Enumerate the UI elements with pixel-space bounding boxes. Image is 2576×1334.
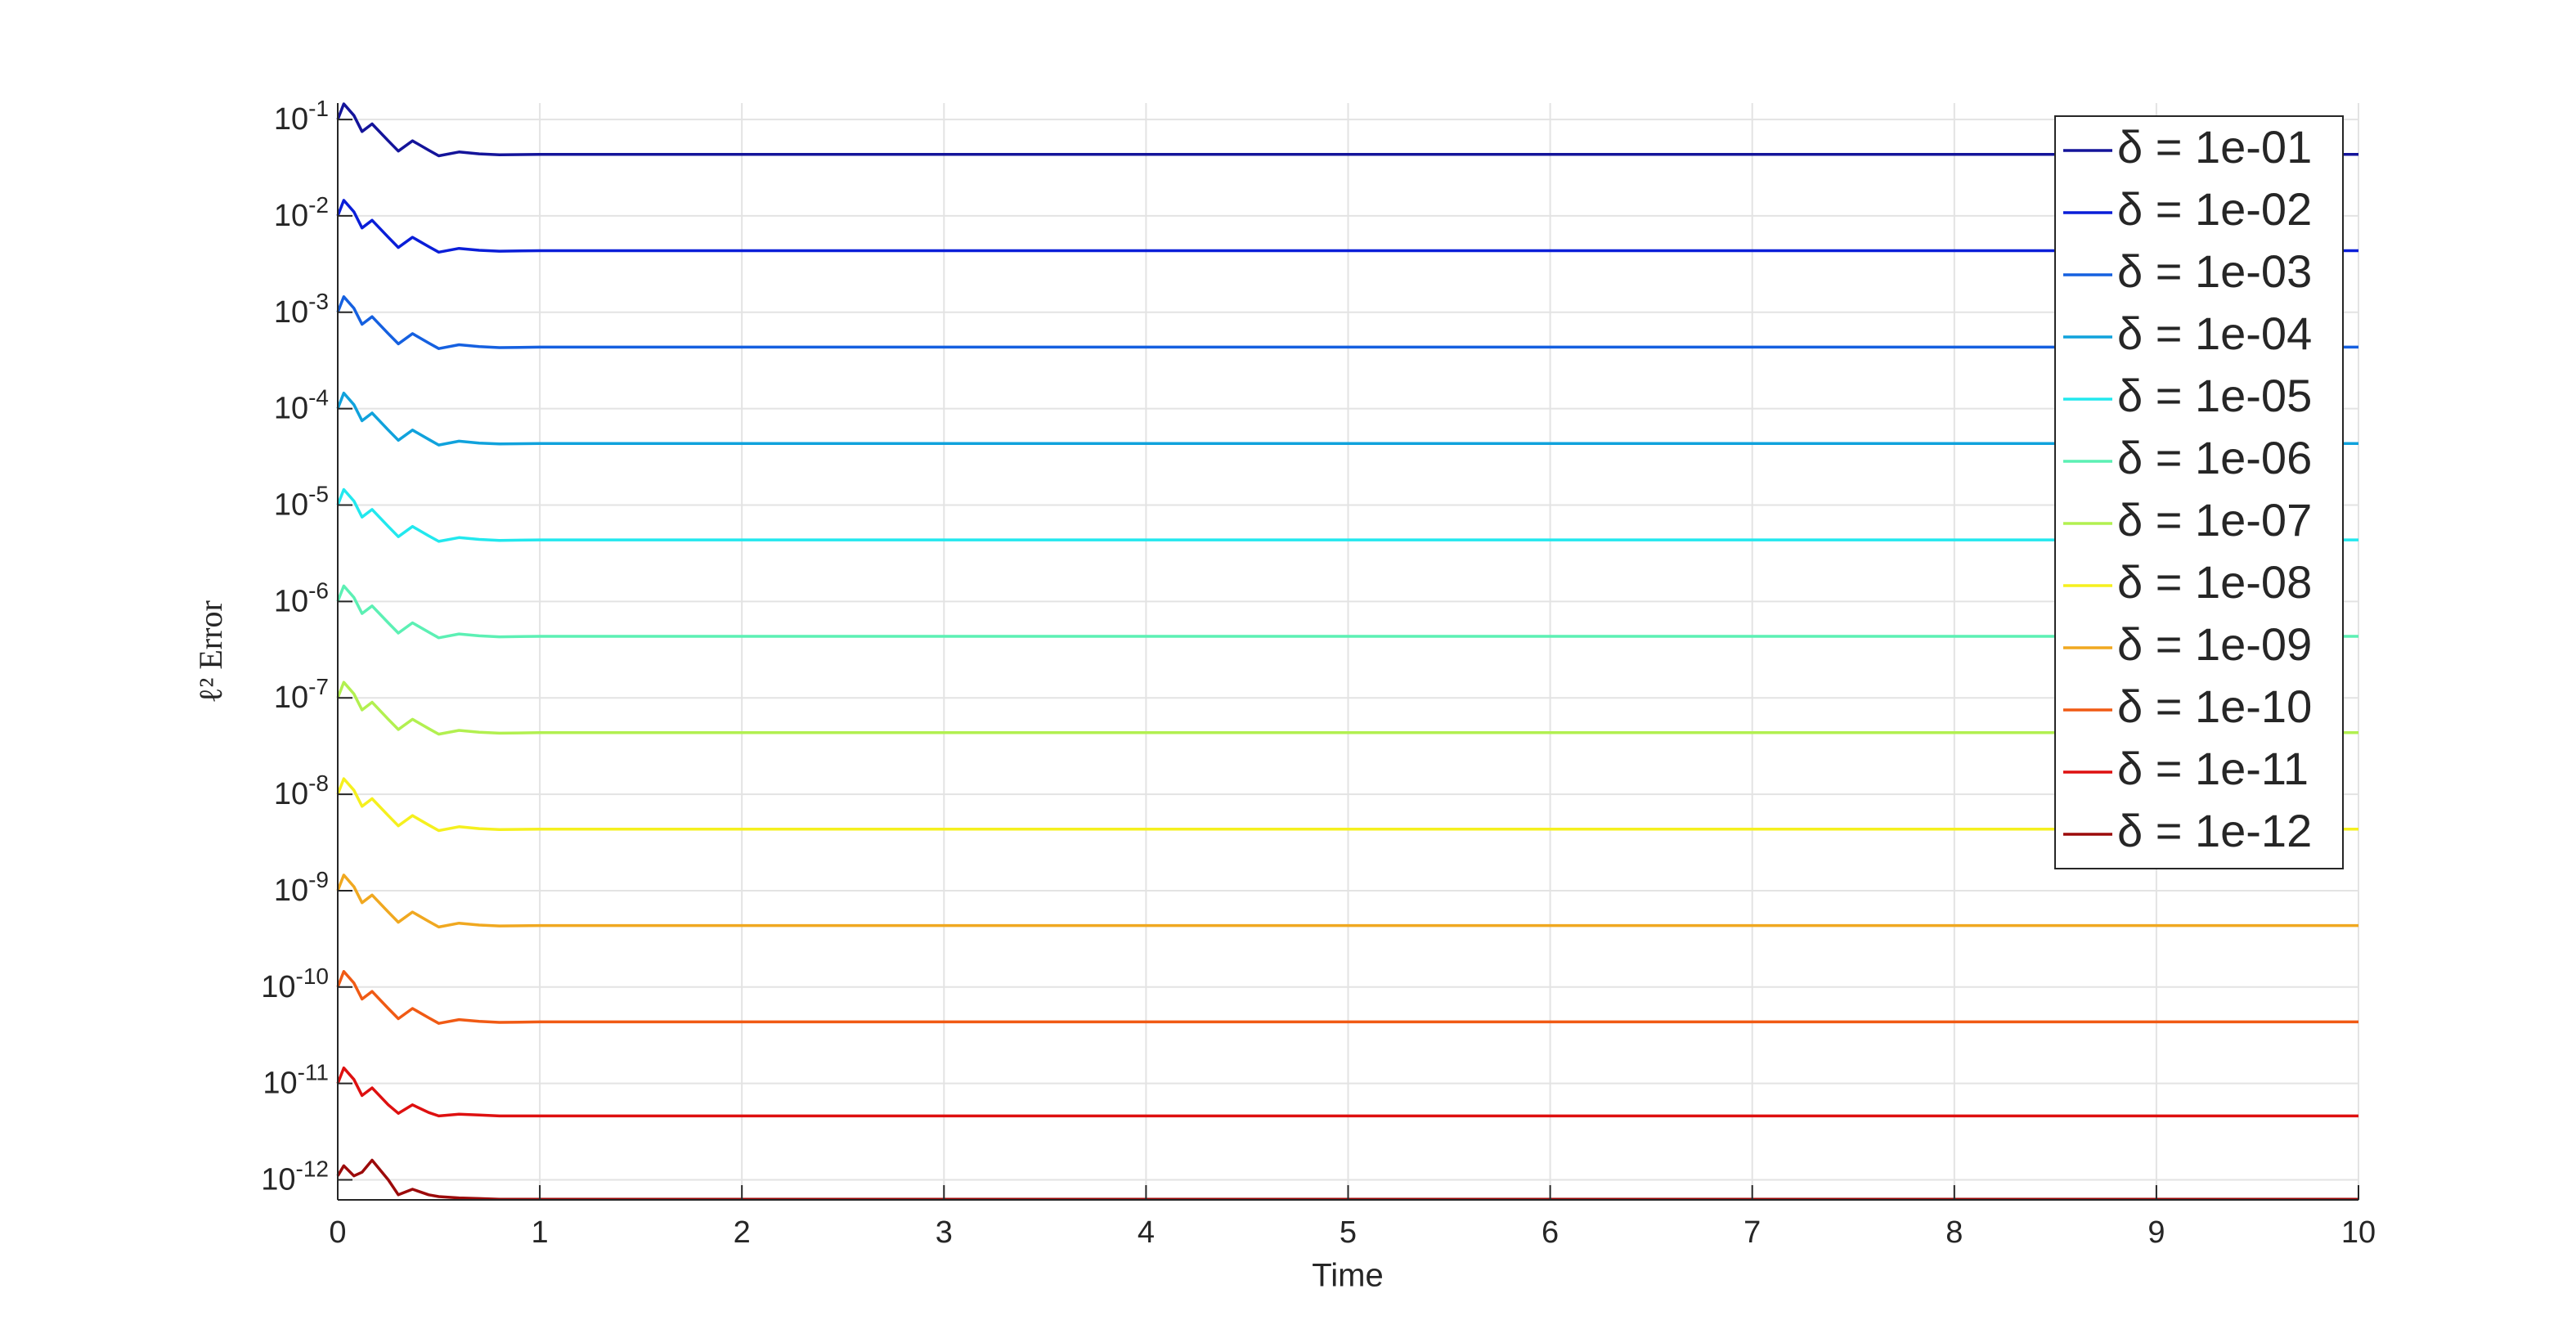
- y-tick-label: 10-11: [263, 1060, 329, 1101]
- series-line: [336, 680, 2358, 736]
- legend-label: δ = 1e-12: [2117, 805, 2312, 856]
- y-tick-label: 10-6: [274, 577, 329, 618]
- series-line: [336, 295, 2358, 350]
- legend-label: δ = 1e-11: [2117, 743, 2309, 794]
- x-tick-label: 2: [734, 1215, 751, 1250]
- y-tick-label: 10-1: [274, 96, 329, 137]
- legend-label: δ = 1e-02: [2117, 183, 2312, 235]
- y-tick-label: 10-7: [274, 674, 329, 715]
- y-tick-label: 10-4: [274, 385, 329, 426]
- y-tick-label: 10-12: [261, 1157, 329, 1197]
- x-tick-label: 5: [1340, 1215, 1357, 1250]
- legend-label: δ = 1e-10: [2117, 680, 2312, 732]
- legend: δ = 1e-01 δ = 1e-02 δ = 1e-03 δ = 1e-04 δ = …: [2054, 115, 2344, 869]
- legend-label: δ = 1e-09: [2117, 618, 2312, 670]
- y-tick-label: 10-8: [274, 770, 329, 811]
- legend-label: δ = 1e-07: [2117, 494, 2312, 546]
- x-tick-label: 3: [936, 1215, 953, 1250]
- legend-box: [2054, 115, 2344, 869]
- y-axis-label: ℓ² Error: [192, 600, 229, 703]
- y-tick-label: 10-2: [274, 192, 329, 233]
- legend-label: δ = 1e-06: [2117, 432, 2312, 483]
- series-line: [336, 1066, 2358, 1118]
- series-line: [336, 199, 2358, 254]
- series-line: [336, 391, 2358, 447]
- x-tick-label: 10: [2341, 1215, 2376, 1250]
- y-tick-label: 10-3: [274, 289, 329, 330]
- legend-label: δ = 1e-08: [2117, 556, 2312, 608]
- series-line: [336, 874, 2358, 929]
- series-line: [336, 777, 2358, 833]
- x-tick-label: 4: [1138, 1215, 1155, 1250]
- series-line: [336, 970, 2358, 1025]
- y-tick-label: 10-9: [274, 867, 329, 908]
- legend-label: δ = 1e-01: [2117, 121, 2312, 173]
- legend-label: δ = 1e-04: [2117, 308, 2312, 359]
- x-tick-label: 7: [1744, 1215, 1761, 1250]
- series-line: [336, 102, 2358, 158]
- y-tick-label: 10-10: [261, 963, 329, 1004]
- x-tick-label: 8: [1945, 1215, 1963, 1250]
- series-line: [336, 584, 2358, 640]
- x-tick-label: 1: [532, 1215, 549, 1250]
- x-tick-label: 6: [1542, 1215, 1559, 1250]
- x-axis-label: Time: [1312, 1258, 1383, 1294]
- series-line: [336, 1158, 2358, 1201]
- legend-label: δ = 1e-03: [2117, 245, 2312, 297]
- series-line: [336, 487, 2358, 543]
- legend-label: δ = 1e-05: [2117, 370, 2312, 421]
- x-tick-label: 0: [329, 1215, 346, 1250]
- y-tick-label: 10-5: [274, 482, 329, 523]
- x-tick-label: 9: [2147, 1215, 2165, 1250]
